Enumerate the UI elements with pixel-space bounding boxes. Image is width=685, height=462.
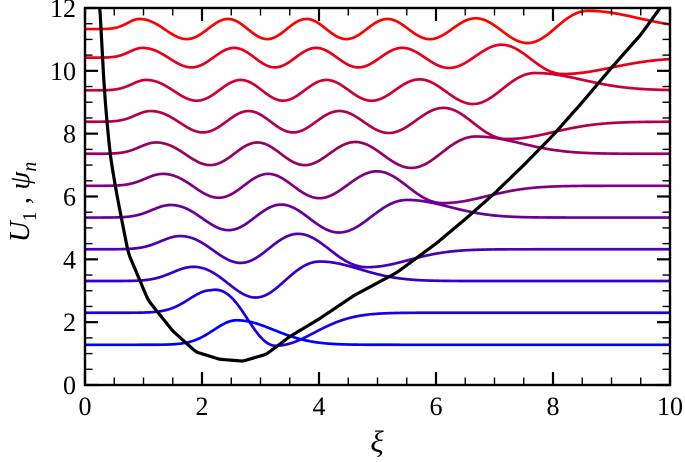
x-tick-label-2: 2 — [196, 392, 209, 421]
u-symbol: U — [4, 221, 36, 243]
u-subscript: 1 — [18, 211, 41, 222]
y-tick-label-6: 6 — [63, 183, 76, 212]
xi-symbol: ξ — [370, 424, 384, 459]
wavefunction-psi-4 — [85, 198, 670, 234]
wavefunction-psi-10 — [85, 9, 670, 45]
wavefunction-psi-2 — [85, 260, 670, 299]
y-tick-labels: 0 2 4 6 8 10 12 — [50, 0, 76, 400]
axis-ticks — [83, 6, 672, 387]
wavefunction-psi-0 — [85, 318, 670, 347]
wavefunction-curves — [85, 9, 670, 348]
y-tick-label-4: 4 — [63, 245, 76, 274]
wavefunction-psi-7 — [85, 106, 670, 141]
psi-symbol: ψ — [4, 171, 36, 190]
x-tick-labels: 0 2 4 6 8 10 — [79, 392, 684, 421]
wavefunction-psi-8 — [85, 71, 670, 106]
y-tick-label-10: 10 — [50, 57, 76, 86]
comma: , — [4, 189, 36, 212]
curves-layer — [85, 8, 670, 363]
x-tick-label-8: 8 — [547, 392, 560, 421]
y-axis-label: U1 , ψn — [4, 122, 44, 282]
wavefunction-psi-6 — [85, 135, 670, 170]
potential-curve — [98, 8, 662, 363]
wavefunction-psi-1 — [85, 288, 670, 348]
psi-subscript: n — [18, 161, 41, 172]
x-tick-label-0: 0 — [79, 392, 92, 421]
wavefunction-psi-5 — [85, 169, 670, 205]
wavefunction-psi-9 — [85, 43, 670, 76]
x-tick-label-4: 4 — [313, 392, 326, 421]
x-tick-label-10: 10 — [657, 392, 683, 421]
wavefunction-psi-3 — [85, 232, 670, 269]
y-tick-label-2: 2 — [63, 308, 76, 337]
y-tick-label-8: 8 — [63, 120, 76, 149]
x-tick-label-6: 6 — [430, 392, 443, 421]
x-axis-label: ξ — [0, 424, 685, 460]
y-tick-label-0: 0 — [63, 371, 76, 400]
y-tick-label-12: 12 — [50, 0, 76, 23]
